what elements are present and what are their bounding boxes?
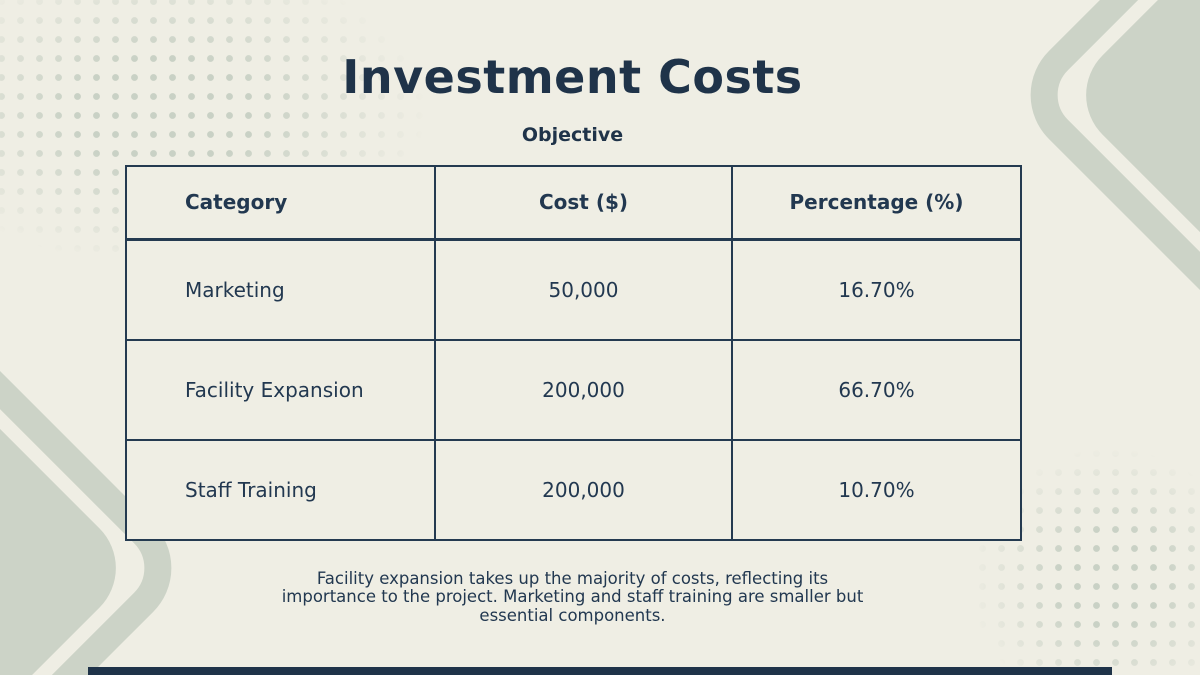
slide-title: Investment Costs [342,50,803,104]
table-cell-percentage: 66.70% [731,338,1022,441]
table-row: Staff Training 200,000 10.70% [125,438,1022,541]
table-header-row: Category Cost ($) Percentage (%) [125,164,1022,241]
table-cell-cost: 200,000 [434,438,733,541]
footer-note-line: essential components. [479,605,666,625]
slide-subtitle: Objective [521,123,624,146]
table-row: Facility Expansion 200,000 66.70% [125,338,1022,441]
investment-costs-table: Category Cost ($) Percentage (%) Marketi… [125,164,1022,541]
table-row: Marketing 50,000 16.70% [125,238,1022,341]
table-cell-percentage: 10.70% [731,438,1022,541]
table-cell-cost: 200,000 [434,338,733,441]
table-header-cost: Cost ($) [434,164,733,241]
table-header-category: Category [125,164,436,241]
table-cell-category: Marketing [125,238,436,341]
footer-note-line: Facility expansion takes up the majority… [316,568,829,588]
table-cell-percentage: 16.70% [731,238,1022,341]
footer-note-line: importance to the project. Marketing and… [281,587,864,607]
table-cell-cost: 50,000 [434,238,733,341]
table-header-percentage: Percentage (%) [731,164,1022,241]
bottom-accent-bar [88,667,1112,675]
table-cell-category: Staff Training [125,438,436,541]
table-cell-category: Facility Expansion [125,338,436,441]
footer-note: Facility expansion takes up the majority… [125,568,1020,626]
slide-content: Investment Costs Objective Category Cost… [125,0,1022,626]
